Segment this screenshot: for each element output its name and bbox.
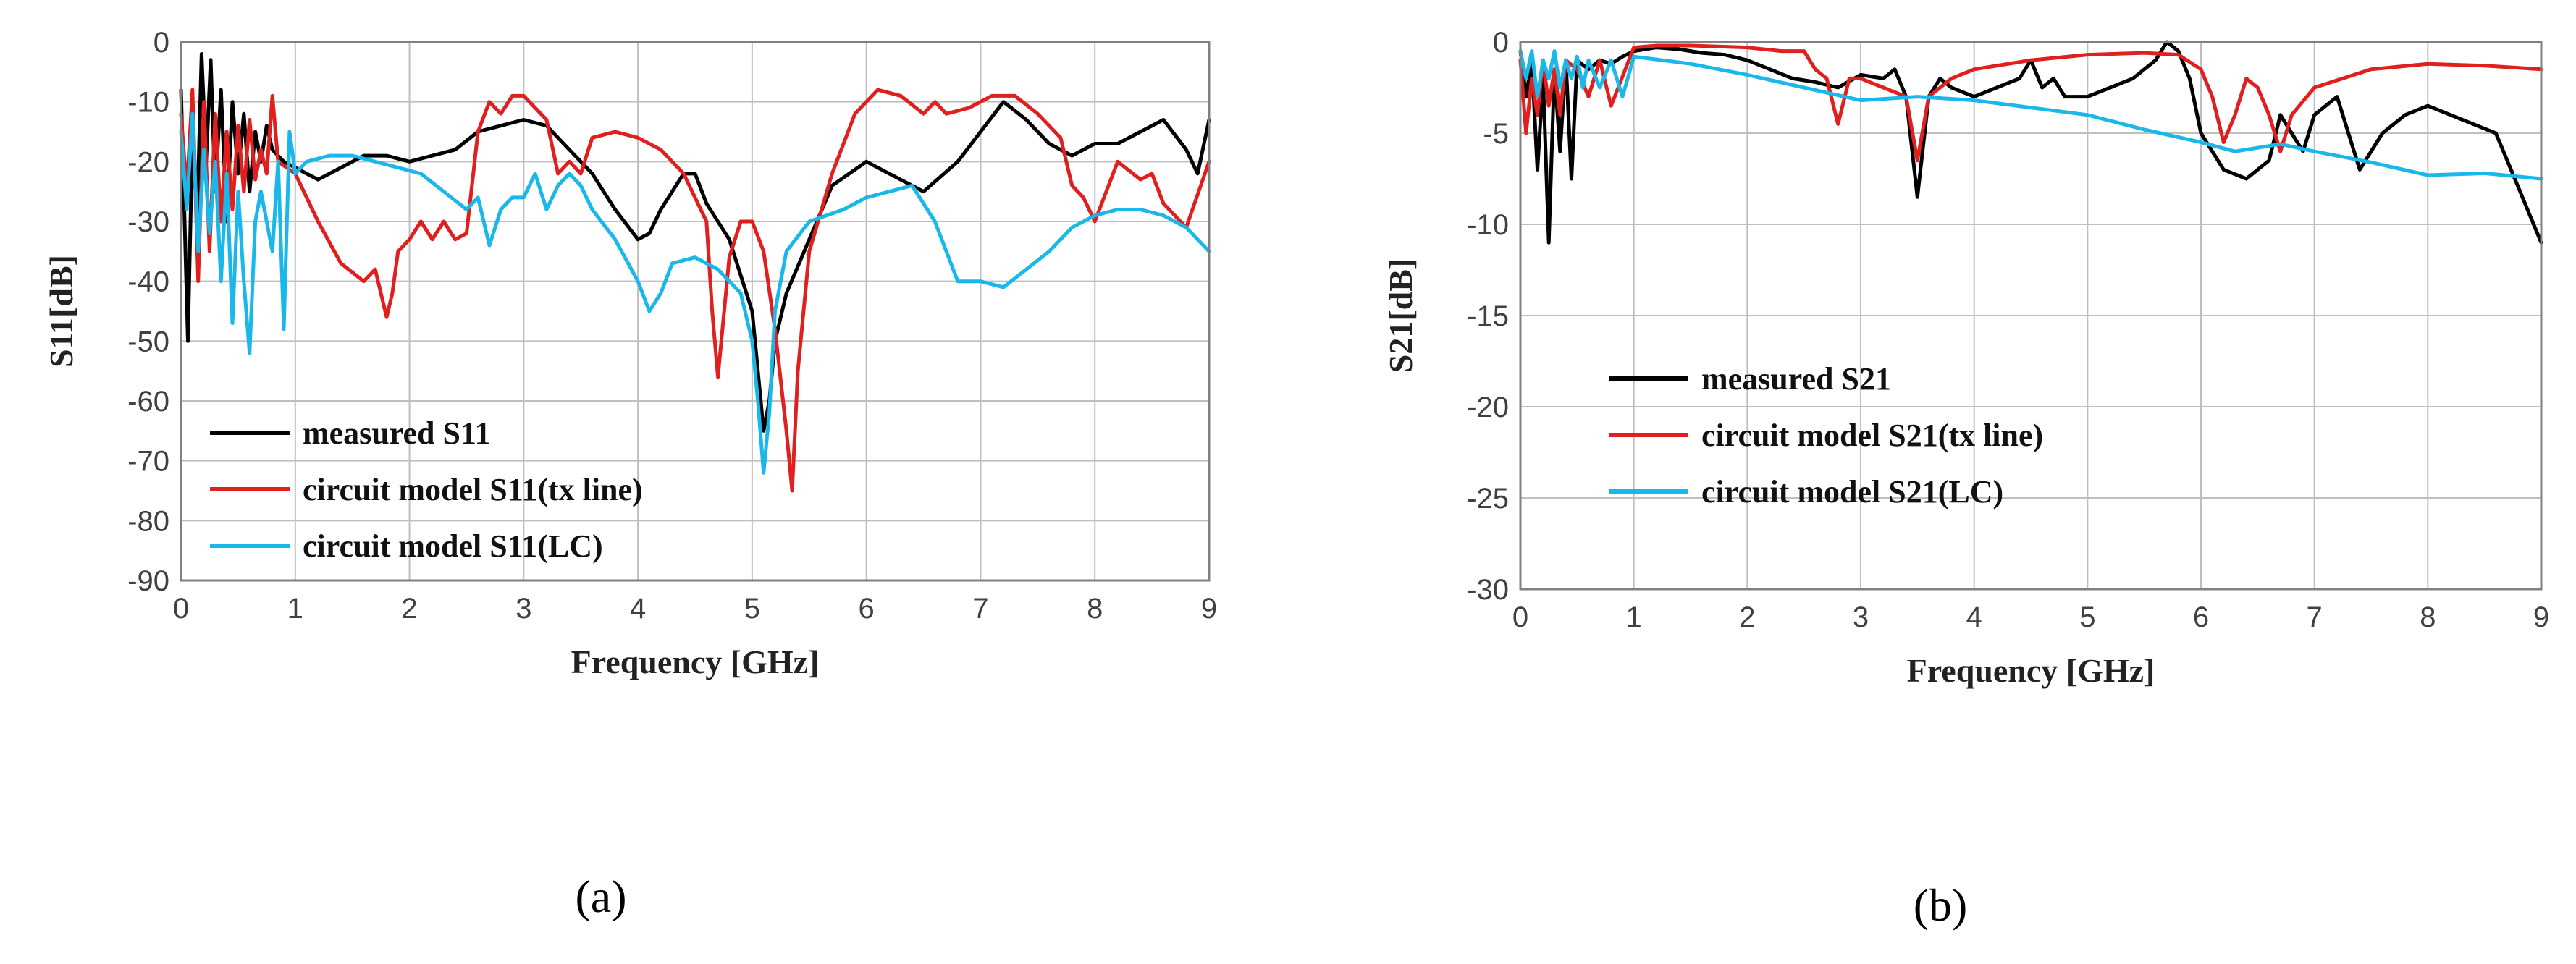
chart-a: 0 1 2 3 4 5 6 7 8 9 0 -10 -20 -30 -40 -50 -60 -70 -80 -90 Fr… [43,27,1217,922]
x-tick-label: 7 [972,593,988,625]
y-tick-label: -25 [1467,483,1509,515]
y-tick-label: -40 [127,266,169,298]
x-tick-label: 6 [859,593,875,625]
plot-frame [1519,41,2543,591]
chart-b: 0 1 2 3 4 5 6 7 8 9 0 -5 -10 -15 -20 -25 -30 Frequency [G… [1382,27,2549,931]
y-tick-label: 0 [1493,27,1509,59]
legend-label-2: circuit model S21(tx line) [1701,418,2043,453]
legend-label-2: circuit model S11(tx line) [303,472,643,507]
x-axis-title: Frequency [GHz] [571,643,820,680]
x-tick-label: 1 [1626,601,1642,633]
legend-label-1: measured S21 [1701,361,1891,397]
legend-label-3: circuit model S11(LC) [303,528,603,564]
legend-label-1: measured S11 [303,415,491,451]
x-tick-label: 0 [173,593,189,625]
series-line-3 [1518,49,2543,181]
x-tick-label: 4 [630,593,646,625]
y-tick-label: -70 [127,446,169,478]
y-tick-label: 0 [153,27,169,59]
y-tick-label: -5 [1483,118,1509,150]
y-tick-label: -15 [1467,300,1509,332]
x-tick-label: 2 [1739,601,1755,633]
y-tick-label: -80 [127,505,169,537]
x-tick-label: 7 [2307,601,2323,633]
y-tick-label: -20 [1467,392,1509,423]
x-tick-label: 2 [401,593,417,625]
y-tick-label: -20 [127,146,169,178]
y-axis-title: S21[dB] [1382,258,1419,373]
series-line-1 [1518,40,2543,245]
x-tick-label: 3 [1853,601,1869,633]
y-axis-title: S11[dB] [43,255,80,368]
x-tick-label: 3 [515,593,531,625]
y-tick-label: -30 [1467,574,1509,606]
x-tick-label: 5 [744,593,760,625]
x-tick-label: 0 [1512,601,1528,633]
panel-label: (b) [1914,879,1968,931]
y-tick-label: -50 [127,326,169,358]
y-tick-label: -60 [127,386,169,418]
x-tick-label: 9 [1201,593,1217,625]
plot-frame [180,41,1211,582]
x-tick-label: 9 [2533,601,2549,633]
x-tick-label: 6 [2193,601,2209,633]
series-line-1 [179,52,1211,433]
panel-label: (a) [575,871,626,922]
x-tick-label: 8 [2420,601,2436,633]
series-line-3 [179,111,1211,475]
y-tick-label: -30 [127,206,169,238]
y-tick-label: -10 [1467,209,1509,241]
legend-label-3: circuit model S21(LC) [1701,474,2003,510]
series-line-2 [179,88,1211,493]
x-tick-label: 4 [1966,601,1982,633]
x-tick-label: 5 [2079,601,2095,633]
x-axis-title: Frequency [GHz] [1907,652,2155,689]
y-tick-label: -90 [127,565,169,597]
x-tick-label: 1 [287,593,303,625]
x-tick-label: 8 [1087,593,1103,625]
y-tick-label: -10 [127,87,169,119]
